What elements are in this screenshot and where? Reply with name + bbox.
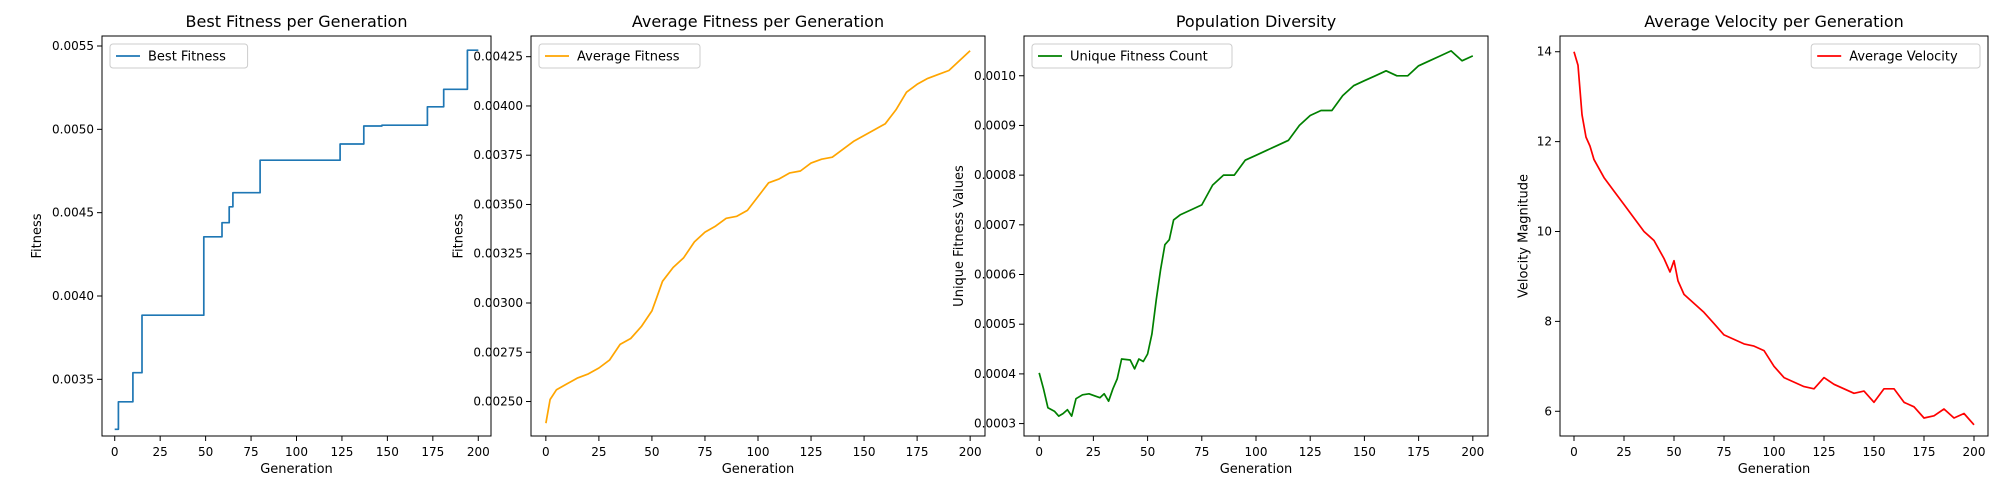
x-tick-label: 0: [1035, 445, 1043, 459]
y-tick-label: 0.0035: [52, 372, 94, 386]
x-tick-label: 75: [1716, 445, 1731, 459]
y-tick-label: 0.0009: [974, 118, 1016, 132]
series-line-1: [545, 50, 971, 424]
y-tick-label: 0.00375: [473, 148, 523, 162]
legend: Average Velocity: [1810, 43, 1981, 69]
y-tick-label: 12: [1537, 135, 1552, 149]
y-tick-label: 0.00400: [473, 99, 523, 113]
legend-box: [1031, 43, 1233, 69]
legend-label: Average Fitness: [577, 50, 680, 65]
y-tick-label: 14: [1537, 45, 1552, 59]
x-tick-label: 125: [800, 445, 823, 459]
legend-label: Unique Fitness Count: [1070, 50, 1208, 65]
x-tick-label: 150: [376, 445, 399, 459]
chart-panel-4: Average Velocity per Generation 0 25 50 75 10…: [1517, 12, 1989, 477]
y-tick-label: 0.0010: [974, 69, 1016, 83]
x-tick-label: 175: [1913, 445, 1936, 459]
x-tick-label: 100: [747, 445, 770, 459]
y-tick-label: 0.0050: [52, 122, 94, 136]
legend-label: Best Fitness: [148, 50, 226, 65]
y-tick-label: 0.0040: [52, 289, 94, 303]
x-tick-label: 25: [1616, 445, 1631, 459]
chart-title: Average Fitness per Generation: [632, 12, 884, 31]
y-axis-label: Velocity Magnitude: [1517, 174, 1532, 298]
x-tick-label: 25: [591, 445, 606, 459]
x-tick-label: 50: [1140, 445, 1155, 459]
axes-frame: [101, 35, 492, 437]
chart-title: Average Velocity per Generation: [1644, 12, 1904, 31]
y-tick-label: 0.00275: [473, 345, 523, 359]
y-tick-label: 0.0005: [974, 317, 1016, 331]
y-axis-label: Unique Fitness Values: [952, 165, 967, 307]
x-tick-label: 150: [853, 445, 876, 459]
x-tick-label: 100: [285, 445, 308, 459]
x-tick-label: 125: [1813, 445, 1836, 459]
y-tick-label: 0.0007: [974, 218, 1016, 232]
series-line-1: [114, 49, 479, 431]
x-tick-label: 200: [467, 445, 490, 459]
y-tick-label: 0.00250: [473, 395, 523, 409]
y-tick-label: 0.0055: [52, 39, 94, 53]
x-tick-label: 150: [1863, 445, 1886, 459]
x-tick-label: 150: [1353, 445, 1376, 459]
y-tick-label: 0.0008: [974, 168, 1016, 182]
x-tick-label: 200: [1461, 445, 1484, 459]
x-tick-label: 175: [1407, 445, 1430, 459]
x-axis-label: Generation: [1220, 462, 1293, 477]
y-tick-label: 0.00425: [473, 50, 523, 64]
legend: Average Fitness: [538, 43, 701, 69]
y-axis-label: Fitness: [452, 213, 467, 258]
axes-frame: [1023, 35, 1489, 437]
y-tick-label: 0.0004: [974, 367, 1016, 381]
x-axis-label: Generation: [722, 462, 795, 477]
x-tick-label: 75: [697, 445, 712, 459]
axes-frame: [1559, 35, 1989, 437]
series-line-1: [1038, 50, 1474, 417]
x-tick-label: 0: [542, 445, 550, 459]
x-tick-label: 50: [198, 445, 213, 459]
x-tick-label: 175: [906, 445, 929, 459]
y-tick-label: 10: [1537, 225, 1552, 239]
y-tick-label: 0.0045: [52, 206, 94, 220]
chart-panel-2: Average Fitness per Generation 0 25 50 75 100…: [452, 12, 986, 477]
x-tick-label: 200: [1963, 445, 1986, 459]
x-axis-label: Generation: [260, 462, 333, 477]
x-tick-label: 0: [1570, 445, 1578, 459]
x-tick-label: 75: [1194, 445, 1209, 459]
x-tick-label: 0: [111, 445, 119, 459]
y-tick-label: 6: [1544, 404, 1552, 418]
legend-label: Average Velocity: [1849, 50, 1958, 65]
y-tick-label: 0.0006: [974, 268, 1016, 282]
x-tick-label: 25: [153, 445, 168, 459]
y-tick-label: 0.0003: [974, 417, 1016, 431]
x-tick-label: 75: [243, 445, 258, 459]
chart-panel-3: Population Diversity 0 25 50 75 100 125 150 175 2…: [952, 12, 1489, 477]
legend: Unique Fitness Count: [1031, 43, 1233, 69]
x-tick-label: 50: [1666, 445, 1681, 459]
x-tick-label: 175: [421, 445, 444, 459]
chart-panel-1: Best Fitness per Generation 0 25 50 75 100 125…: [30, 12, 492, 477]
x-tick-label: 200: [959, 445, 982, 459]
legend: Best Fitness: [109, 43, 249, 69]
y-axis-label: Fitness: [30, 213, 45, 258]
y-tick-label: 8: [1544, 314, 1552, 328]
x-tick-label: 125: [1299, 445, 1322, 459]
legend-box: [538, 43, 701, 69]
x-tick-label: 125: [330, 445, 353, 459]
x-tick-label: 50: [644, 445, 659, 459]
legend-box: [109, 43, 249, 69]
y-tick-label: 0.00350: [473, 197, 523, 211]
x-axis-label: Generation: [1738, 462, 1811, 477]
legend-box: [1810, 43, 1981, 69]
chart-title: Population Diversity: [1176, 12, 1336, 31]
series-line-1: [1573, 51, 1975, 426]
x-tick-label: 100: [1763, 445, 1786, 459]
y-tick-label: 0.00325: [473, 247, 523, 261]
x-tick-label: 25: [1086, 445, 1101, 459]
y-tick-label: 0.00300: [473, 296, 523, 310]
chart-title: Best Fitness per Generation: [186, 12, 408, 31]
axes-frame: [530, 35, 986, 437]
x-tick-label: 100: [1245, 445, 1268, 459]
